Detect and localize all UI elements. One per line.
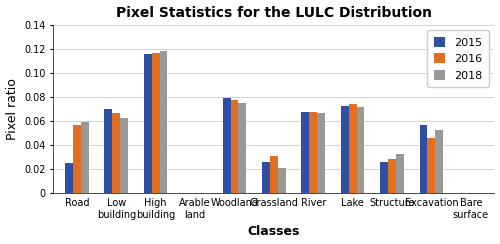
Bar — [356, 107, 364, 193]
Bar — [262, 162, 270, 193]
Bar — [270, 156, 278, 193]
Bar — [278, 168, 285, 193]
Bar — [104, 109, 112, 193]
Bar — [341, 106, 348, 193]
Bar — [302, 112, 310, 193]
Bar — [160, 51, 168, 193]
Bar — [388, 159, 396, 193]
Bar — [222, 98, 230, 193]
Bar — [73, 125, 81, 193]
Bar — [112, 113, 120, 193]
Bar — [420, 125, 428, 193]
Bar — [120, 118, 128, 193]
Bar — [380, 162, 388, 193]
Bar — [310, 112, 317, 193]
Bar — [317, 113, 325, 193]
Bar — [81, 122, 88, 193]
Bar — [436, 130, 443, 193]
Bar — [396, 154, 404, 193]
Title: Pixel Statistics for the LULC Distribution: Pixel Statistics for the LULC Distributi… — [116, 6, 432, 20]
X-axis label: Classes: Classes — [248, 225, 300, 238]
Legend: 2015, 2016, 2018: 2015, 2016, 2018 — [428, 30, 489, 87]
Bar — [230, 100, 238, 193]
Y-axis label: Pixel ratio: Pixel ratio — [6, 78, 18, 140]
Bar — [144, 54, 152, 193]
Bar — [238, 103, 246, 193]
Bar — [428, 138, 436, 193]
Bar — [65, 163, 73, 193]
Bar — [152, 52, 160, 193]
Bar — [348, 104, 356, 193]
